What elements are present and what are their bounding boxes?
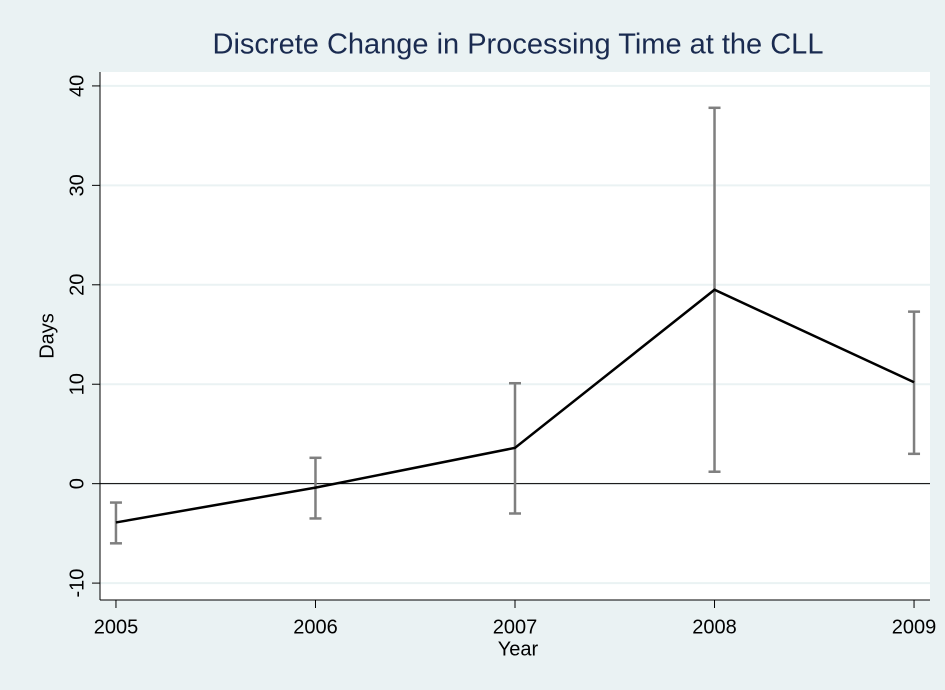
x-tick-label: 2006 <box>293 616 338 638</box>
x-tick-label: 2007 <box>493 616 538 638</box>
x-tick-label: 2008 <box>692 616 737 638</box>
y-tick-label: 20 <box>66 274 88 296</box>
y-tick-label: 10 <box>66 373 88 395</box>
error-bar <box>908 310 921 456</box>
y-tick-label: 40 <box>66 75 88 97</box>
y-axis-title: Days <box>36 313 58 359</box>
y-tick-label: -10 <box>66 569 88 598</box>
x-axis-title: Year <box>498 638 539 660</box>
y-tick-label: 30 <box>66 174 88 196</box>
x-tick-label: 2005 <box>94 616 139 638</box>
y-tick-label: 0 <box>66 478 88 489</box>
plot-area <box>100 72 930 600</box>
data-line <box>115 288 915 524</box>
error-bar <box>109 501 122 545</box>
chart-title: Discrete Change in Processing Time at th… <box>213 29 824 61</box>
x-tick-label: 2009 <box>892 616 937 638</box>
